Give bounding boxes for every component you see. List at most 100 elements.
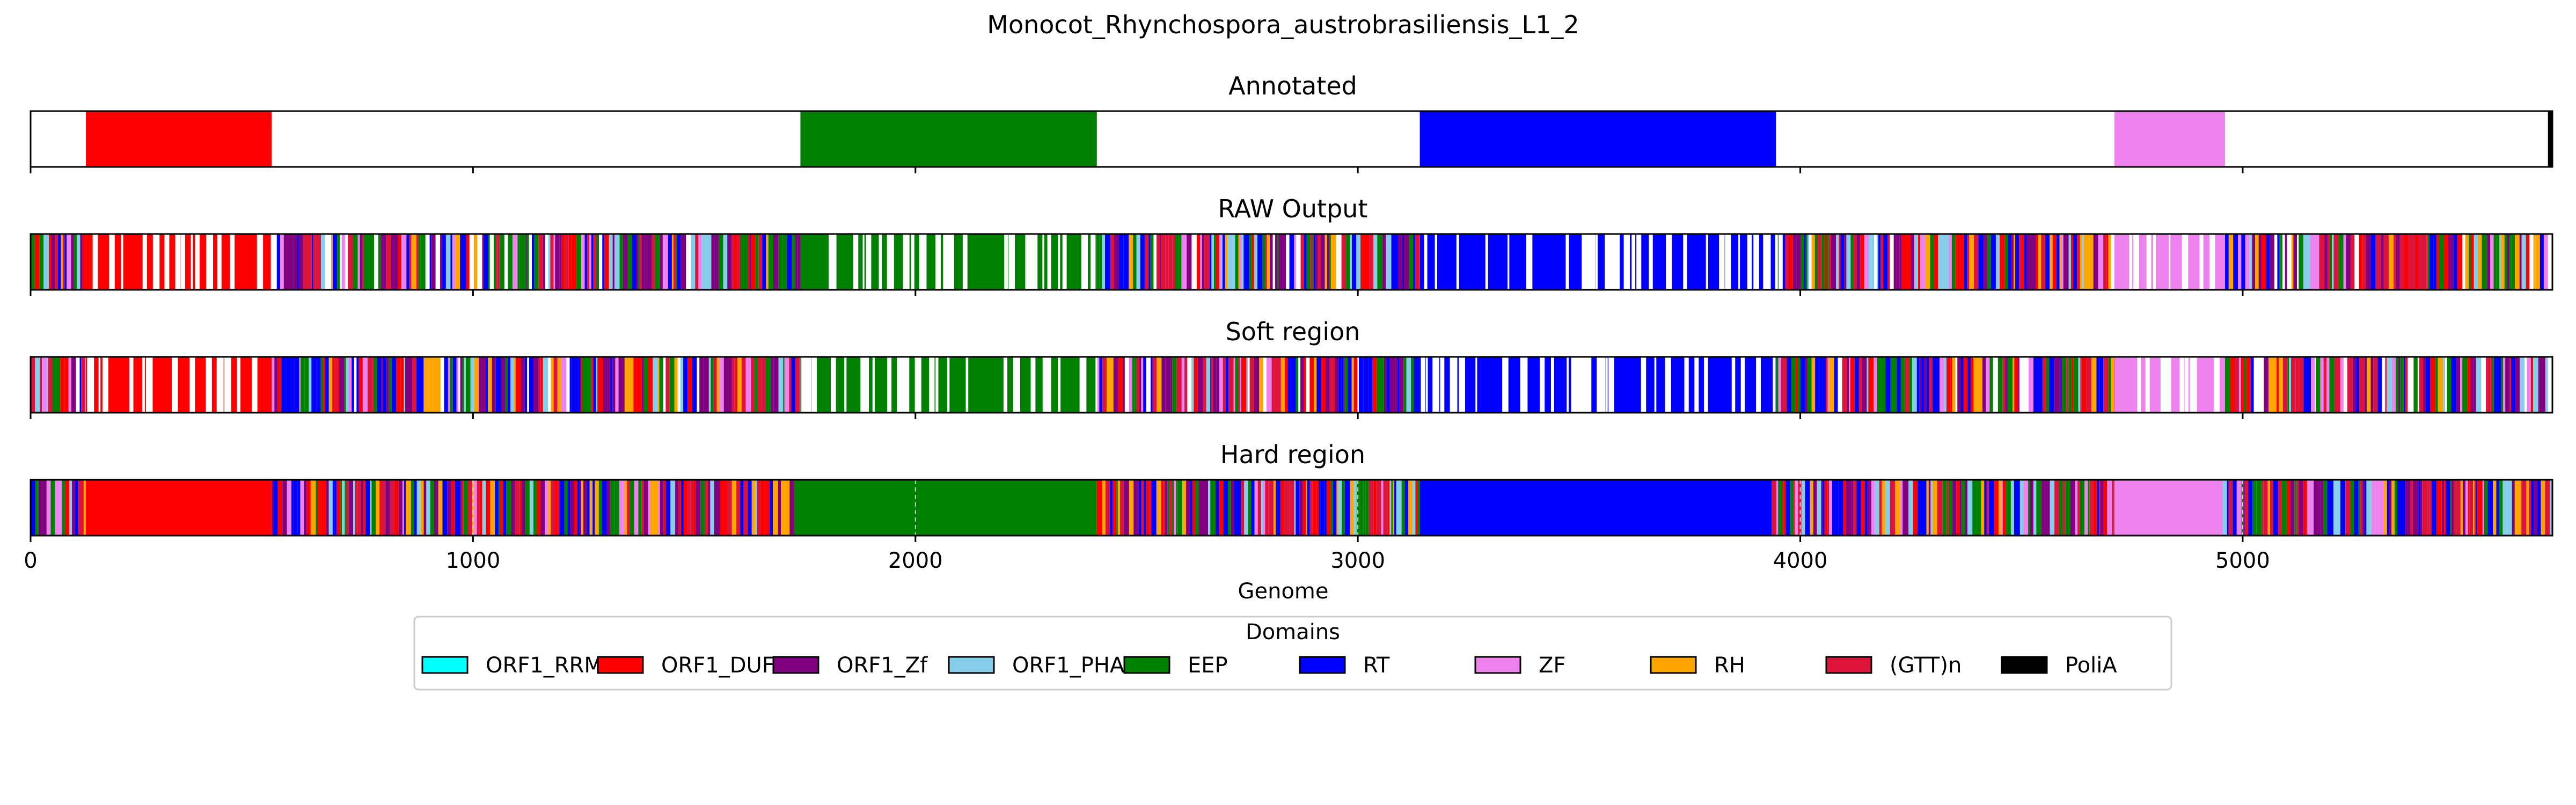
noise-mark (1986, 357, 1990, 413)
noise-mark (606, 480, 610, 536)
noise-mark (1417, 480, 1420, 536)
noise-mark (1929, 357, 1933, 413)
x-tick-label: 1000 (445, 548, 500, 573)
noise-mark (584, 234, 588, 290)
segment-gap (1011, 234, 1015, 290)
segment-gap (1685, 234, 1687, 290)
noise-mark (1234, 480, 1236, 536)
noise-mark (2419, 357, 2424, 413)
noise-mark (1950, 357, 1952, 413)
noise-mark (2005, 357, 2008, 413)
noise-mark (400, 357, 404, 413)
noise-mark (291, 480, 294, 536)
noise-mark (2379, 480, 2384, 536)
noise-mark (1196, 357, 1198, 413)
segment-gap (2169, 234, 2171, 290)
noise-mark (2078, 357, 2081, 413)
legend-frame (413, 616, 2172, 691)
noise-mark (1861, 480, 1865, 536)
noise-mark (1150, 234, 1154, 290)
noise-mark (2303, 480, 2307, 536)
segment-gap (1523, 357, 1528, 413)
noise-mark (81, 357, 85, 413)
noise-mark (548, 480, 551, 536)
noise-mark (2270, 480, 2273, 536)
noise-mark (394, 480, 399, 536)
noise-mark (2482, 480, 2484, 536)
noise-mark (2496, 234, 2500, 290)
noise-mark (2404, 234, 2409, 290)
noise-mark (663, 480, 666, 536)
segment-gap (1526, 234, 1533, 290)
noise-mark (1139, 357, 1141, 413)
noise-mark (414, 480, 417, 536)
noise-mark (1967, 357, 1971, 413)
noise-mark (734, 234, 737, 290)
noise-mark (736, 480, 741, 536)
noise-mark (370, 480, 372, 536)
noise-mark (1397, 357, 1400, 413)
noise-mark (381, 480, 386, 536)
noise-mark (755, 480, 757, 536)
noise-mark (1376, 480, 1381, 536)
segment-gap (948, 234, 954, 290)
noise-mark (389, 357, 391, 413)
noise-mark (1827, 480, 1829, 536)
noise-mark (765, 480, 770, 536)
noise-mark (2326, 357, 2330, 413)
noise-mark (1919, 357, 1922, 413)
noise-mark (1831, 234, 1836, 290)
noise-mark (340, 480, 342, 536)
noise-mark (659, 357, 663, 413)
noise-mark (1133, 234, 1137, 290)
noise-mark (1949, 234, 1952, 290)
noise-mark (2499, 234, 2501, 290)
noise-mark (2383, 234, 2389, 290)
segment-gap (879, 234, 882, 290)
noise-mark (2070, 234, 2073, 290)
noise-mark (1228, 480, 1231, 536)
noise-mark (2277, 357, 2279, 413)
noise-mark (653, 480, 658, 536)
noise-mark (2383, 480, 2387, 536)
noise-mark (1396, 480, 1402, 536)
segment-gap (1025, 234, 1027, 290)
noise-mark (1194, 357, 1196, 413)
noise-mark (1321, 357, 1326, 413)
segment-gap (2179, 357, 2184, 413)
noise-mark (524, 357, 528, 413)
noise-mark (569, 357, 572, 413)
noise-mark (587, 357, 591, 413)
noise-mark (1249, 234, 1252, 290)
noise-mark (1974, 234, 1979, 290)
noise-mark (2362, 480, 2365, 536)
noise-mark (470, 357, 474, 413)
noise-mark (355, 480, 358, 536)
noise-mark (462, 480, 464, 536)
noise-mark (1956, 480, 1960, 536)
noise-mark (2089, 480, 2094, 536)
noise-mark (304, 357, 309, 413)
legend-label: PoliA (2065, 653, 2117, 678)
noise-mark (1108, 357, 1114, 413)
segment-gap (237, 357, 241, 413)
noise-mark (1832, 480, 1838, 536)
segment-gap (887, 357, 892, 413)
noise-mark (1241, 234, 1244, 290)
noise-mark (2433, 234, 2437, 290)
noise-mark (473, 234, 478, 290)
noise-mark (2521, 480, 2527, 536)
noise-mark (2080, 357, 2082, 413)
noise-mark (2028, 480, 2030, 536)
segment-gap (254, 357, 258, 413)
noise-mark (1412, 480, 1416, 536)
noise-mark (31, 234, 35, 290)
noise-mark (1406, 357, 1411, 413)
noise-mark (670, 480, 676, 536)
noise-mark (668, 234, 672, 290)
noise-mark (325, 357, 329, 413)
noise-mark (1280, 480, 1284, 536)
noise-mark (1316, 357, 1321, 413)
legend-item: (GTT)n (1825, 653, 1962, 678)
segment-gap (144, 234, 147, 290)
